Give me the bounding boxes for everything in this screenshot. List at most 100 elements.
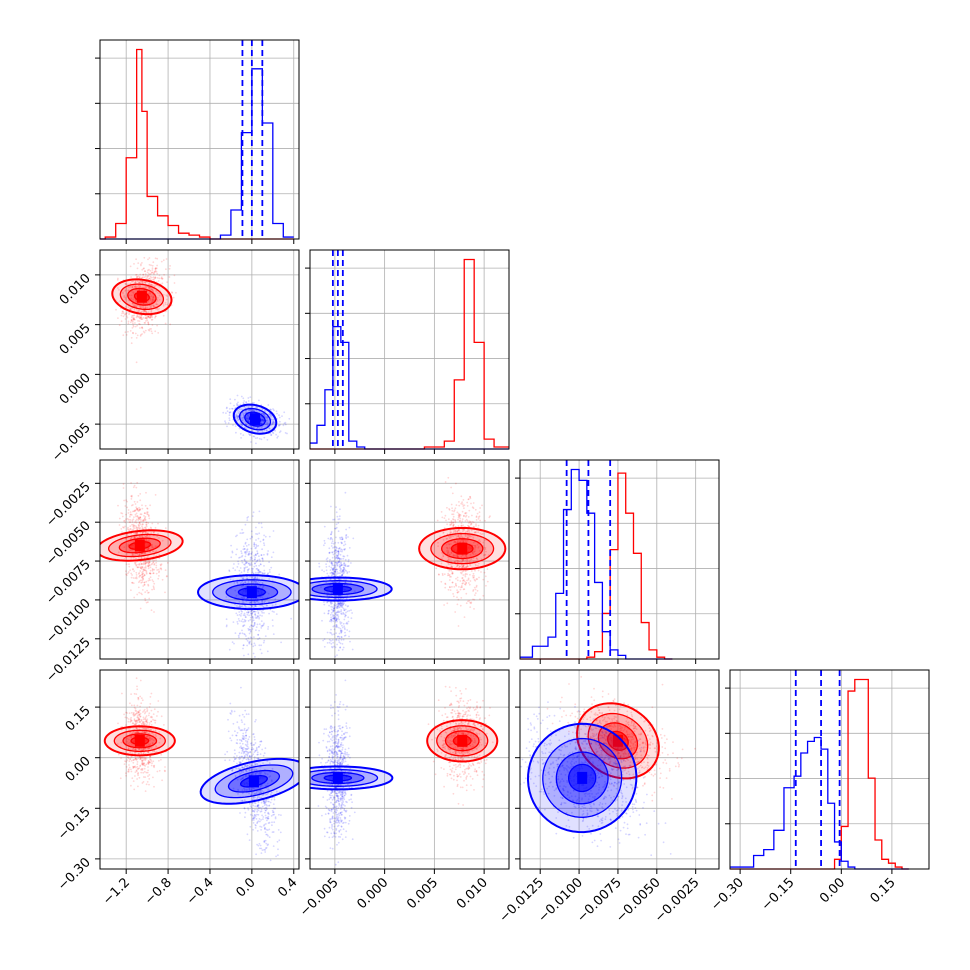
sample-point <box>450 503 453 506</box>
sample-point <box>341 630 343 633</box>
sample-point <box>149 315 152 317</box>
sample-point <box>255 597 257 600</box>
sample-point <box>163 273 166 276</box>
sample-point <box>140 581 143 584</box>
sample-point <box>130 514 133 516</box>
sample-point <box>262 420 264 422</box>
sample-point <box>459 580 462 582</box>
sample-point <box>465 531 467 533</box>
sample-point <box>124 283 127 285</box>
sample-point <box>138 710 141 712</box>
sample-point <box>466 563 469 566</box>
sample-point <box>137 731 140 734</box>
sample-point <box>333 618 336 621</box>
sample-point <box>240 555 243 558</box>
sample-point <box>254 577 257 579</box>
sample-point <box>154 276 157 279</box>
sample-point <box>468 583 471 586</box>
sample-point <box>484 575 487 578</box>
sample-point <box>146 707 148 710</box>
sample-point <box>154 721 157 724</box>
sample-point <box>131 302 134 305</box>
sample-point <box>141 574 144 576</box>
sample-point <box>485 584 487 587</box>
sample-point <box>256 609 259 612</box>
sample-point <box>246 418 248 420</box>
sample-point <box>139 513 142 516</box>
sample-point <box>246 571 249 573</box>
sample-point <box>240 437 243 439</box>
sample-point <box>149 299 152 302</box>
sample-point <box>333 617 336 620</box>
sample-point <box>135 576 138 579</box>
sample-point <box>137 526 140 529</box>
sample-point <box>460 555 463 558</box>
sample-point <box>340 639 343 641</box>
sample-point <box>236 622 239 625</box>
sample-point <box>330 571 333 574</box>
sample-point <box>318 565 321 568</box>
sample-point <box>166 562 169 564</box>
sample-point <box>345 534 348 536</box>
sample-point <box>241 559 243 562</box>
sample-point <box>131 777 134 780</box>
sample-point <box>132 332 135 335</box>
sample-point <box>465 554 467 557</box>
sample-point <box>336 568 338 571</box>
sample-point <box>468 529 470 532</box>
sample-point <box>147 315 150 318</box>
sample-point <box>337 602 339 605</box>
sample-point <box>228 648 231 651</box>
sample-point <box>150 276 153 279</box>
sample-point <box>459 565 461 568</box>
sample-point <box>246 548 249 551</box>
sample-point <box>328 609 330 612</box>
sample-point <box>318 562 320 565</box>
sample-point <box>329 618 332 621</box>
sample-point <box>146 548 149 551</box>
sample-point <box>474 508 477 511</box>
sample-point <box>466 539 469 542</box>
sample-point <box>143 757 146 760</box>
sample-point <box>147 258 149 261</box>
sample-point <box>124 525 126 528</box>
sample-point <box>247 562 250 565</box>
sample-point <box>162 303 165 305</box>
sample-point <box>138 721 141 723</box>
sample-point <box>141 576 144 579</box>
sample-point <box>147 583 150 586</box>
sample-point <box>243 597 246 600</box>
sample-point <box>242 621 245 623</box>
sample-point <box>341 574 343 576</box>
sample-point <box>142 585 145 587</box>
sample-point <box>137 563 140 566</box>
sample-point <box>132 322 134 325</box>
sample-point <box>330 601 332 603</box>
sample-point <box>242 548 245 551</box>
sample-point <box>251 405 254 408</box>
sample-point <box>141 526 144 529</box>
sample-point <box>140 318 143 320</box>
sample-point <box>336 611 339 614</box>
sample-point <box>151 298 154 301</box>
sample-point <box>259 427 261 430</box>
sample-point <box>344 604 347 607</box>
sample-point <box>141 262 143 264</box>
sample-point <box>241 596 244 599</box>
sample-point <box>477 564 479 567</box>
sample-point <box>238 427 241 430</box>
sample-point <box>243 400 246 402</box>
sample-point <box>136 280 139 283</box>
sample-point <box>254 604 257 607</box>
sample-point <box>470 502 472 505</box>
sample-point <box>151 746 154 748</box>
sample-point <box>457 529 460 531</box>
sample-point <box>151 558 154 561</box>
sample-point <box>247 619 250 622</box>
sample-point <box>452 593 454 595</box>
sample-point <box>342 569 344 572</box>
sample-point <box>140 756 143 759</box>
sample-point <box>152 580 155 583</box>
sample-point <box>472 552 474 555</box>
sample-point <box>162 314 165 317</box>
